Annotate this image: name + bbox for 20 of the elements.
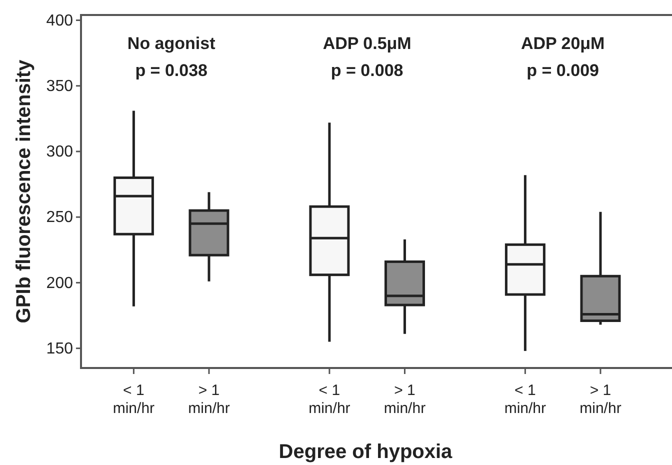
annotation: No agonist [127, 34, 216, 53]
y-tick-label: 400 [46, 12, 74, 30]
y-tick-label: 150 [46, 340, 74, 358]
annotation: p = 0.009 [526, 61, 599, 80]
annotation: p = 0.038 [135, 61, 208, 80]
y-tick-label: 300 [46, 144, 74, 161]
x-axis-title: Degree of hypoxia [278, 441, 454, 463]
annotation: ADP 0.5μM [322, 34, 412, 53]
x-tick-label: > 1 min/hr [188, 382, 230, 417]
y-axis-title: GPIb fluorescence intensity [13, 58, 35, 324]
annotation: p = 0.008 [330, 61, 404, 80]
annotation: ADP 20μM [520, 34, 605, 53]
x-tick-label: < 1 min/hr [504, 382, 546, 417]
y-tick-label: 350 [46, 78, 74, 95]
x-tick-label: < 1 min/hr [308, 382, 350, 417]
x-tick-label: < 1 min/hr [112, 382, 155, 417]
x-tick-label: > 1 min/hr [580, 382, 622, 417]
y-tick-label: 200 [46, 274, 74, 292]
x-tick-label: > 1 min/hr [384, 382, 426, 417]
y-tick-label: 250 [46, 209, 74, 226]
